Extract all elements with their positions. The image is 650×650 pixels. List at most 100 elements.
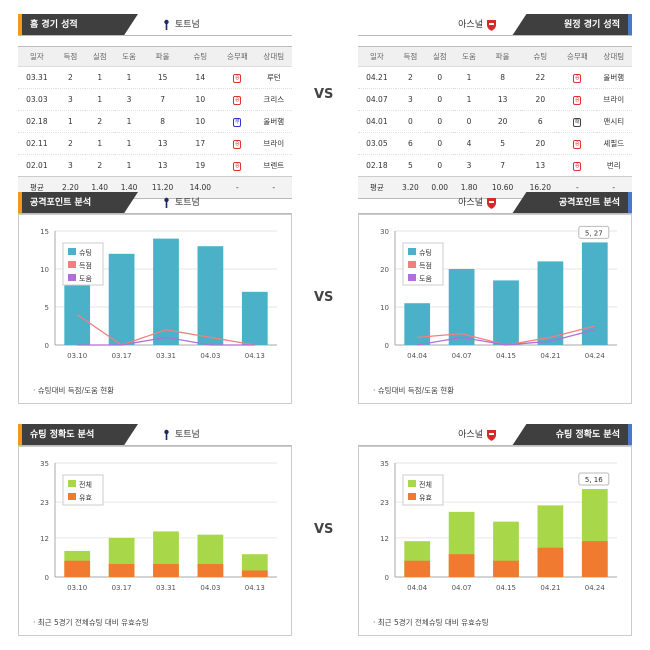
table-cell: 맨시티 bbox=[595, 110, 632, 133]
table-cell: 20 bbox=[483, 110, 522, 133]
column-header: 일자 bbox=[358, 46, 396, 67]
table-cell: 1 bbox=[454, 88, 484, 111]
table-cell: 브라이 bbox=[595, 88, 632, 111]
away-record-table: 일자 득점 실점 도움 파울 슈팅 승무패 상대팀 04.21 2 0 1 8 22 승 울버햄 04.07 3… bbox=[358, 46, 632, 199]
table-cell: 1 bbox=[114, 154, 144, 177]
column-header: 승무패 bbox=[559, 46, 596, 67]
table-cell: 14.00 bbox=[181, 176, 220, 199]
legend-label: 전체 bbox=[79, 480, 92, 489]
table-cell: 13 bbox=[143, 132, 182, 155]
shots-bar bbox=[108, 253, 135, 345]
x-tick-label: 04.15 bbox=[496, 584, 516, 592]
legend-label: 득점 bbox=[419, 262, 432, 270]
table-row: 03.05 6 0 4 5 20 승 셰필드 bbox=[358, 132, 632, 155]
x-tick-label: 04.15 bbox=[496, 352, 516, 360]
legend-label: 득점 bbox=[79, 262, 92, 270]
shots-bar bbox=[153, 238, 179, 345]
x-tick-label: 04.24 bbox=[585, 584, 606, 592]
home-accuracy-team: 토트넘 bbox=[158, 427, 200, 443]
table-cell: 2 bbox=[55, 66, 86, 89]
x-tick-label: 04.13 bbox=[245, 352, 265, 360]
column-header: 실점 bbox=[85, 46, 115, 67]
home-record-tab[interactable]: 홈 경기 성적 bbox=[18, 14, 138, 36]
table-cell: 0 bbox=[425, 132, 455, 155]
value-annotation-box bbox=[578, 225, 610, 239]
away-record-panel: 아스널 원정 경기 성적 일자 득점 실점 도움 파울 슈팅 승무패 상대팀 04.21 2 0 1… bbox=[358, 14, 632, 199]
result-badge: 승 bbox=[559, 88, 596, 111]
table-cell: 04.07 bbox=[358, 88, 396, 111]
legend-swatch bbox=[68, 248, 76, 255]
on-target-bar bbox=[197, 563, 224, 577]
on-target-bar bbox=[64, 560, 91, 577]
legend-swatch bbox=[68, 493, 76, 500]
away-attack-panel: 아스널 공격포인트 분석 bbox=[358, 192, 632, 214]
table-cell: 10 bbox=[181, 88, 220, 111]
shots-bar bbox=[537, 261, 564, 345]
table-cell: 3 bbox=[454, 154, 484, 177]
legend-swatch bbox=[408, 493, 416, 500]
result-badge: 패 bbox=[559, 110, 596, 133]
x-tick-label: 04.24 bbox=[585, 352, 606, 360]
result-badge: 승 bbox=[219, 88, 256, 111]
table-cell: 0 bbox=[425, 88, 455, 111]
value-annotation-box bbox=[578, 472, 610, 486]
table-cell: 3.20 bbox=[395, 176, 426, 199]
table-cell: 15 bbox=[143, 66, 182, 89]
shots-bar bbox=[404, 303, 431, 345]
table-cell: 1 bbox=[114, 110, 144, 133]
result-badge-label: 승 bbox=[233, 96, 242, 105]
column-header: 실점 bbox=[425, 46, 455, 67]
result-badge-label: 승 bbox=[233, 162, 242, 171]
y-tick-label: 30 bbox=[380, 228, 389, 236]
spurs-crest-icon bbox=[161, 197, 172, 209]
table-cell: 1.80 bbox=[454, 176, 484, 199]
legend-label: 슈팅 bbox=[79, 248, 92, 257]
table-cell: 20 bbox=[521, 88, 560, 111]
result-badge-label: 승 bbox=[573, 74, 582, 83]
table-cell: 3 bbox=[55, 154, 86, 177]
table-cell: 울버햄 bbox=[255, 110, 292, 133]
away-accuracy-tab[interactable]: 슈팅 정확도 분석 bbox=[512, 424, 632, 446]
home-attack-panel: 공격포인트 분석 토트넘 bbox=[18, 192, 292, 214]
home-attack-caption: · 슈팅대비 득점/도움 현황 bbox=[33, 386, 115, 395]
result-badge-label: 승 bbox=[573, 96, 582, 105]
result-badge-label: 무 bbox=[233, 118, 242, 127]
result-badge: 승 bbox=[219, 154, 256, 177]
x-tick-label: 03.10 bbox=[67, 584, 87, 592]
y-tick-label: 0 bbox=[45, 342, 49, 350]
legend-swatch bbox=[408, 274, 416, 281]
column-header: 상대팀 bbox=[255, 46, 292, 67]
table-cell: 4 bbox=[454, 132, 484, 155]
away-record-tab[interactable]: 원정 경기 성적 bbox=[512, 14, 632, 36]
vs-label: VS bbox=[314, 87, 334, 102]
y-tick-label: 20 bbox=[380, 266, 389, 274]
away-record-header: 아스널 원정 경기 성적 bbox=[358, 14, 632, 36]
spurs-crest-icon bbox=[161, 19, 172, 31]
table-row: 04.21 2 0 1 8 22 승 울버햄 bbox=[358, 66, 632, 89]
legend-label: 슈팅 bbox=[419, 248, 432, 257]
shots-bar bbox=[493, 280, 519, 345]
away-accuracy-box: 0 12 23 35 04.04 04.07 04.15 04.21 04.24 전체 유효 5, 1… bbox=[358, 446, 632, 636]
table-cell: 19 bbox=[181, 154, 220, 177]
table-cell: 17 bbox=[181, 132, 220, 155]
on-target-bar bbox=[241, 570, 268, 577]
table-row: 02.11 2 1 1 13 17 승 브라이 bbox=[18, 132, 292, 155]
table-cell: 울버햄 bbox=[595, 66, 632, 89]
table-cell: 0 bbox=[425, 66, 455, 89]
home-accuracy-tab[interactable]: 슈팅 정확도 분석 bbox=[18, 424, 138, 446]
x-tick-label: 04.04 bbox=[407, 584, 428, 592]
shots-bar bbox=[448, 269, 475, 345]
table-cell: 3 bbox=[395, 88, 426, 111]
away-attack-tab[interactable]: 공격포인트 분석 bbox=[512, 192, 632, 214]
table-row: 04.07 3 0 1 13 20 승 브라이 bbox=[358, 88, 632, 111]
table-row: 04.01 0 0 0 20 6 패 맨시티 bbox=[358, 110, 632, 133]
home-attack-tab[interactable]: 공격포인트 분석 bbox=[18, 192, 138, 214]
home-team-label: 토트넘 bbox=[158, 17, 200, 33]
table-cell: 04.01 bbox=[358, 110, 396, 133]
table-cell: 1 bbox=[85, 66, 115, 89]
home-accuracy-caption: · 최근 5경기 전체슈팅 대비 유효슈팅 bbox=[33, 618, 149, 627]
y-tick-label: 0 bbox=[385, 342, 389, 350]
table-cell: 04.21 bbox=[358, 66, 396, 89]
